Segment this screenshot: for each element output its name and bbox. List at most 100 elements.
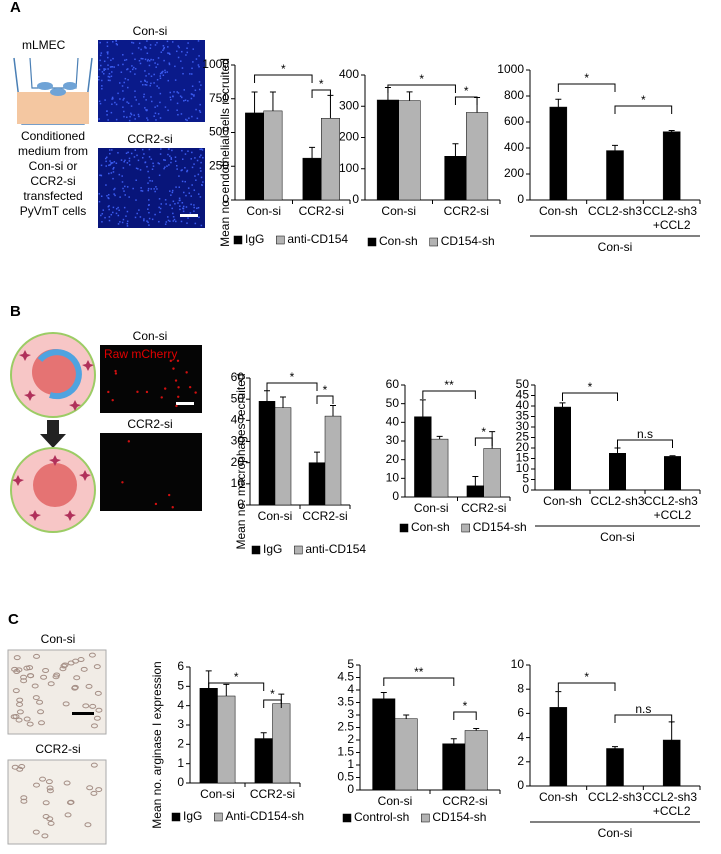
y-tick-label: 2 [517,754,524,768]
texture [134,149,137,151]
texture [117,152,119,154]
texture [147,189,149,192]
legend-swatch [461,523,470,533]
texture [199,103,201,106]
scale-bar [72,712,94,715]
texture [180,60,182,62]
significance-label: * [584,670,589,684]
texture [52,674,60,680]
texture [82,703,90,709]
texture [169,220,171,222]
texture [73,675,81,681]
texture [60,663,68,669]
bar [302,157,322,201]
significance-bracket [387,84,456,93]
bar [609,453,626,491]
bar [662,131,681,201]
texture [144,79,146,82]
bar [308,462,326,506]
legend-label: IgG [263,542,282,556]
texture [98,118,100,120]
texture [186,51,189,54]
x-tick-label: CCR2-si [299,204,344,218]
texture [200,224,203,227]
texture [131,65,133,67]
texture [191,93,194,96]
texture [160,203,163,205]
texture [200,148,203,150]
texture [167,153,169,156]
texture [127,440,131,443]
x-tick-label: CCL2-sh3 [588,790,642,804]
texture [120,71,123,73]
texture [108,149,111,151]
texture [121,221,124,224]
texture [111,66,114,68]
texture [46,816,54,822]
legend-swatch [251,545,261,555]
error-bar [419,399,426,417]
error-bar [472,475,479,486]
texture [160,396,163,399]
y-tick-label: 4 [517,730,524,744]
legend-swatch [342,813,352,823]
texture [108,76,111,78]
texture [164,199,167,201]
texture [148,176,150,179]
texture [139,216,142,218]
texture [188,192,191,194]
texture [108,216,111,218]
texture [135,99,138,101]
texture [174,160,177,162]
texture [147,187,150,190]
significance-label: ** [414,665,424,679]
texture [149,84,151,87]
texture [46,785,54,791]
texture [167,109,169,112]
texture [158,206,160,209]
texture [106,41,109,44]
texture [148,156,151,158]
significance-label: ** [444,378,454,392]
texture [71,684,79,690]
x-tick-label: Con-sh [539,790,578,804]
texture [98,76,100,78]
significance-bracket [254,74,313,83]
texture [143,219,145,222]
texture [178,175,180,177]
texture [200,154,202,156]
texture [169,204,171,206]
texture [189,73,191,75]
y-tick-label: 50 [386,396,400,410]
texture [121,85,124,87]
texture [16,709,24,715]
texture [37,720,45,726]
texture [98,68,101,71]
texture [153,73,155,76]
texture [153,82,155,84]
texture [157,113,160,115]
texture [114,372,118,375]
texture [182,210,185,213]
texture [175,186,177,188]
error-bar [668,721,675,741]
image-label: Con-si [133,329,168,343]
texture [170,194,172,196]
texture [125,58,128,61]
significance-bracket [383,677,455,686]
texture [105,160,107,163]
texture [153,188,155,190]
panel-label: C [8,611,19,628]
texture [151,100,153,103]
texture [107,56,109,59]
texture [101,212,104,215]
texture [182,72,184,75]
texture [154,190,156,193]
y-tick-label: 40 [516,398,530,412]
y-tick-label: 50 [231,391,245,405]
texture [105,165,107,167]
texture [126,186,129,188]
texture [134,118,136,120]
texture [185,54,187,56]
texture [201,149,204,151]
